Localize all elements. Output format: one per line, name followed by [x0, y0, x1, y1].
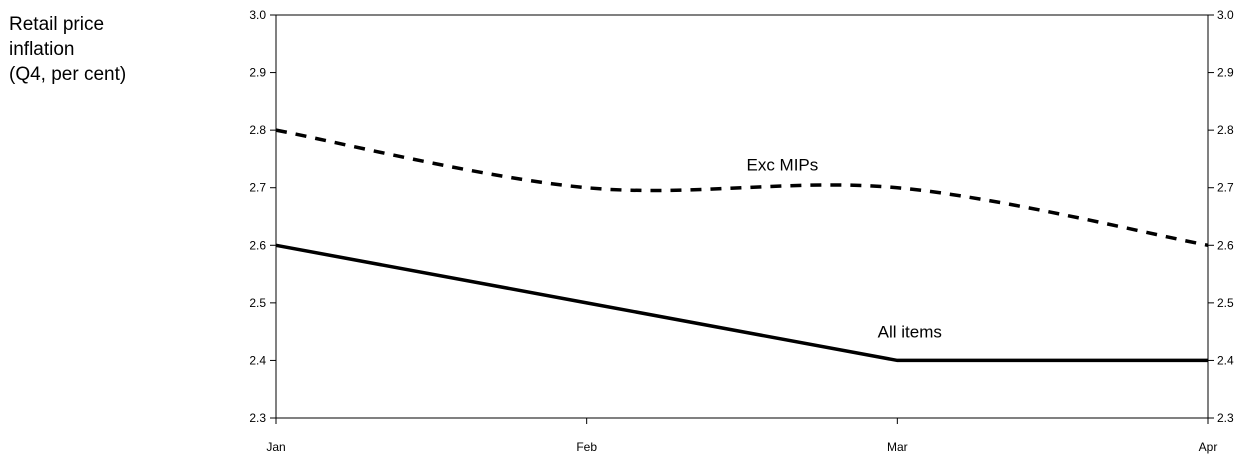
x-tick-label: Jan [266, 440, 285, 454]
y-tick-label-right: 2.7 [1217, 181, 1234, 195]
y-tick-label-left: 2.6 [249, 238, 266, 252]
x-tick-label: Feb [576, 440, 597, 454]
y-axis-label-line-3: (Q4, per cent) [9, 64, 127, 85]
y-tick-label-left: 2.5 [249, 296, 266, 310]
y-axis-label-line-1: Retail price [9, 14, 105, 35]
series-label-exc-mips: Exc MIPs [746, 156, 818, 175]
plot-frame [275, 14, 1209, 419]
y-tick-label-right: 2.5 [1217, 296, 1234, 310]
series-line-exc-mips [275, 128, 1209, 248]
y-tick-label-right: 3.0 [1217, 8, 1234, 22]
y-tick-label-left: 2.8 [249, 123, 266, 137]
y-tick-label-right: 2.6 [1217, 238, 1234, 252]
y-tick-label-left: 3.0 [249, 8, 266, 22]
y-tick-label-right: 2.3 [1217, 411, 1234, 425]
series-line-all-items [275, 243, 1208, 363]
y-tick-label-right: 2.8 [1217, 123, 1234, 137]
y-axis-label-line-2: inflation [9, 39, 75, 60]
x-tick-label: Mar [887, 440, 908, 454]
y-tick-label-left: 2.4 [249, 353, 266, 367]
y-tick-label-right: 2.9 [1217, 66, 1234, 80]
x-tick-label: Apr [1199, 440, 1218, 454]
plot-area: 2.3 2.3 2.4 2.4 2.5 2.5 2.6 2.6 2.7 2.7 2.8 2.8 2.9 2… [249, 8, 1234, 454]
y-tick-label-left: 2.3 [249, 411, 266, 425]
y-tick-label-left: 2.7 [249, 181, 266, 195]
y-tick-label-right: 2.4 [1217, 353, 1234, 367]
y-tick-label-left: 2.9 [249, 66, 266, 80]
series-label-all-items: All items [878, 323, 942, 342]
y-axis-label: Retail price inflation (Q4, per cent) [9, 12, 126, 87]
